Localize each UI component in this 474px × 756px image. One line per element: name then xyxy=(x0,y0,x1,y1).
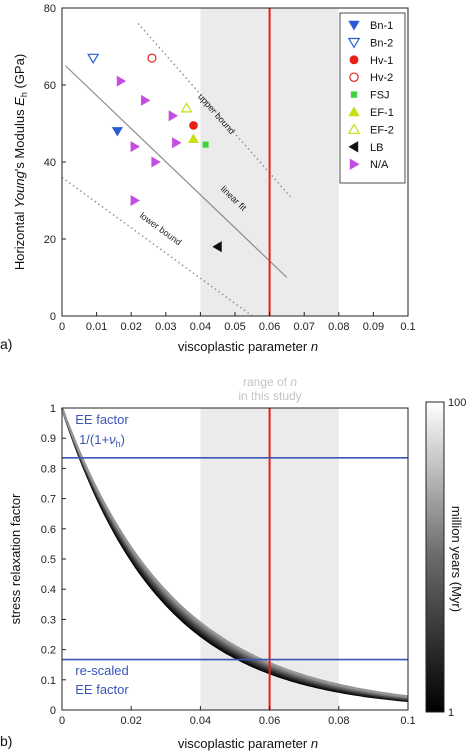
fit-line-linear-fit xyxy=(65,65,288,278)
shaded-range-label: range of n xyxy=(243,375,297,389)
point-na-0 xyxy=(116,75,127,87)
legend-marker-lb xyxy=(348,141,359,153)
point-na-6 xyxy=(130,194,141,207)
legend-marker-hv-1 xyxy=(349,55,359,65)
ee-factor-title: EE factor xyxy=(75,412,129,427)
panel-label-a: a) xyxy=(0,336,12,352)
colorbar-label: million years (Myr) xyxy=(449,506,464,612)
colorbar-max-label: 100 xyxy=(448,397,466,409)
point-ef-2-0 xyxy=(180,102,193,113)
legend-marker-bn-2 xyxy=(347,37,361,49)
x-tick-label-a: 0.1 xyxy=(400,321,415,333)
y-tick-label-b: 1 xyxy=(50,403,56,415)
x-tick-label-b: 0.02 xyxy=(120,715,141,727)
panel-b: range of n in this study EE factor 1/(1+… xyxy=(0,375,466,751)
y-axis-label-a: Horizontal Young's Modulus Eh (GPa) xyxy=(12,54,29,270)
colorbar xyxy=(425,401,445,713)
rescaled-label-2: EE factor xyxy=(75,682,129,697)
point-na-4 xyxy=(151,156,161,168)
y-tick-label-b: 0.6 xyxy=(41,524,56,536)
point-ef-1-0 xyxy=(187,133,200,143)
legend-label-hv-1: Hv-1 xyxy=(370,55,393,67)
point-hv-2-0 xyxy=(147,53,157,63)
x-tick-label-b: 0.06 xyxy=(259,715,280,727)
x-ticks-b: 0 0.02 0.04 0.06 0.08 0.1 xyxy=(59,706,416,727)
relaxation-curve-13 xyxy=(60,407,409,698)
y-tick-label-b: 0.7 xyxy=(41,494,56,506)
y-tick-label-a: 80 xyxy=(44,3,56,15)
x-tick-label-a: 0.09 xyxy=(363,321,384,333)
legend-marker-ef-2 xyxy=(347,123,361,134)
colorbar-min-label: 1 xyxy=(448,707,454,719)
x-axis-label-a: viscoplastic parameter n xyxy=(178,339,318,354)
x-tick-label-b: 0 xyxy=(59,715,65,727)
hlines-b xyxy=(62,457,408,661)
legend-marker-ef-1 xyxy=(348,106,360,117)
y-tick-label-b: 0.8 xyxy=(41,463,56,475)
x-tick-label-a: 0.01 xyxy=(86,321,107,333)
legend-label-ef-1: EF-1 xyxy=(370,107,394,119)
legend-label-lb: LB xyxy=(370,142,383,154)
point-bn-2-0 xyxy=(87,53,100,64)
y-tick-label-b: 0.3 xyxy=(41,614,56,626)
fit-line-lower-bound xyxy=(61,176,253,317)
relaxation-curves xyxy=(60,407,409,702)
point-na-3 xyxy=(130,141,141,153)
y-tick-label-a: 0 xyxy=(50,311,56,323)
x-tick-label-a: 0.08 xyxy=(328,321,349,333)
legend-a: Bn-1 Bn-2 Hv-1 Hv-2 FSJ EF-1 EF-2 LB N/A xyxy=(339,12,406,184)
fit-annotation-lower-bound: lower bound xyxy=(138,210,184,247)
x-tick-label-b: 0.08 xyxy=(328,715,349,727)
legend-label-fsj: FSJ xyxy=(370,90,390,102)
point-bn-1-0 xyxy=(111,127,123,137)
legend-label-na: N/A xyxy=(370,159,389,171)
y-tick-label-a: 60 xyxy=(44,80,56,92)
y-tick-label-b: 0.1 xyxy=(41,675,56,687)
point-na-2 xyxy=(168,110,179,122)
y-tick-label-b: 0.9 xyxy=(41,433,56,445)
x-tick-label-b: 0.04 xyxy=(190,715,211,727)
x-tick-label-a: 0.02 xyxy=(120,321,141,333)
y-ticks-a: 0 20 40 60 80 xyxy=(44,3,66,323)
x-tick-label-a: 0.07 xyxy=(293,321,314,333)
legend-label-bn-1: Bn-1 xyxy=(370,20,393,32)
ee-factor-formula: 1/(1+νh) xyxy=(79,432,125,449)
legend-marker-na xyxy=(349,158,360,170)
point-na-1 xyxy=(140,94,151,106)
legend-marker-hv-2 xyxy=(349,72,359,82)
y-tick-label-a: 40 xyxy=(44,157,56,169)
x-tick-label-a: 0.04 xyxy=(190,321,211,333)
x-tick-label-b: 0.1 xyxy=(400,715,415,727)
legend-marker-bn-1 xyxy=(348,20,360,31)
y-tick-label-b: 0.2 xyxy=(41,645,56,657)
rescaled-label-1: re-scaled xyxy=(75,663,128,678)
panel-label-b: b) xyxy=(0,733,12,749)
legend-marker-fsj xyxy=(350,91,358,98)
legend-label-bn-2: Bn-2 xyxy=(370,37,393,49)
y-tick-label-b: 0 xyxy=(50,705,56,717)
y-ticks-b: 0 0.1 0.2 0.3 0.4 0.5 0.6 0.7 0.8 0.9 1 xyxy=(41,403,66,717)
y-axis-label-b: stress relaxation factor xyxy=(8,493,23,624)
point-lb-0 xyxy=(212,241,222,253)
legend-label-hv-2: Hv-2 xyxy=(370,72,393,84)
data-points-a xyxy=(87,53,222,253)
point-hv-1-0 xyxy=(189,121,198,130)
point-na-5 xyxy=(172,137,182,149)
x-ticks-a: 0 0.01 0.02 0.03 0.04 0.05 0.06 0.07 0.08 0.09 0.1 xyxy=(59,312,416,333)
x-tick-label-a: 0.06 xyxy=(259,321,280,333)
x-tick-label-a: 0.05 xyxy=(224,321,245,333)
legend-label-ef-2: EF-2 xyxy=(370,124,394,136)
x-axis-label-b: viscoplastic parameter n xyxy=(178,736,318,751)
y-tick-label-b: 0.5 xyxy=(41,554,56,566)
y-tick-label-a: 20 xyxy=(44,234,56,246)
x-tick-label-a: 0.03 xyxy=(155,321,176,333)
shaded-range-label-line2: in this study xyxy=(238,389,301,403)
point-fsj-0 xyxy=(202,141,209,148)
x-tick-label-a: 0 xyxy=(59,321,65,333)
y-tick-label-b: 0.4 xyxy=(41,584,56,596)
